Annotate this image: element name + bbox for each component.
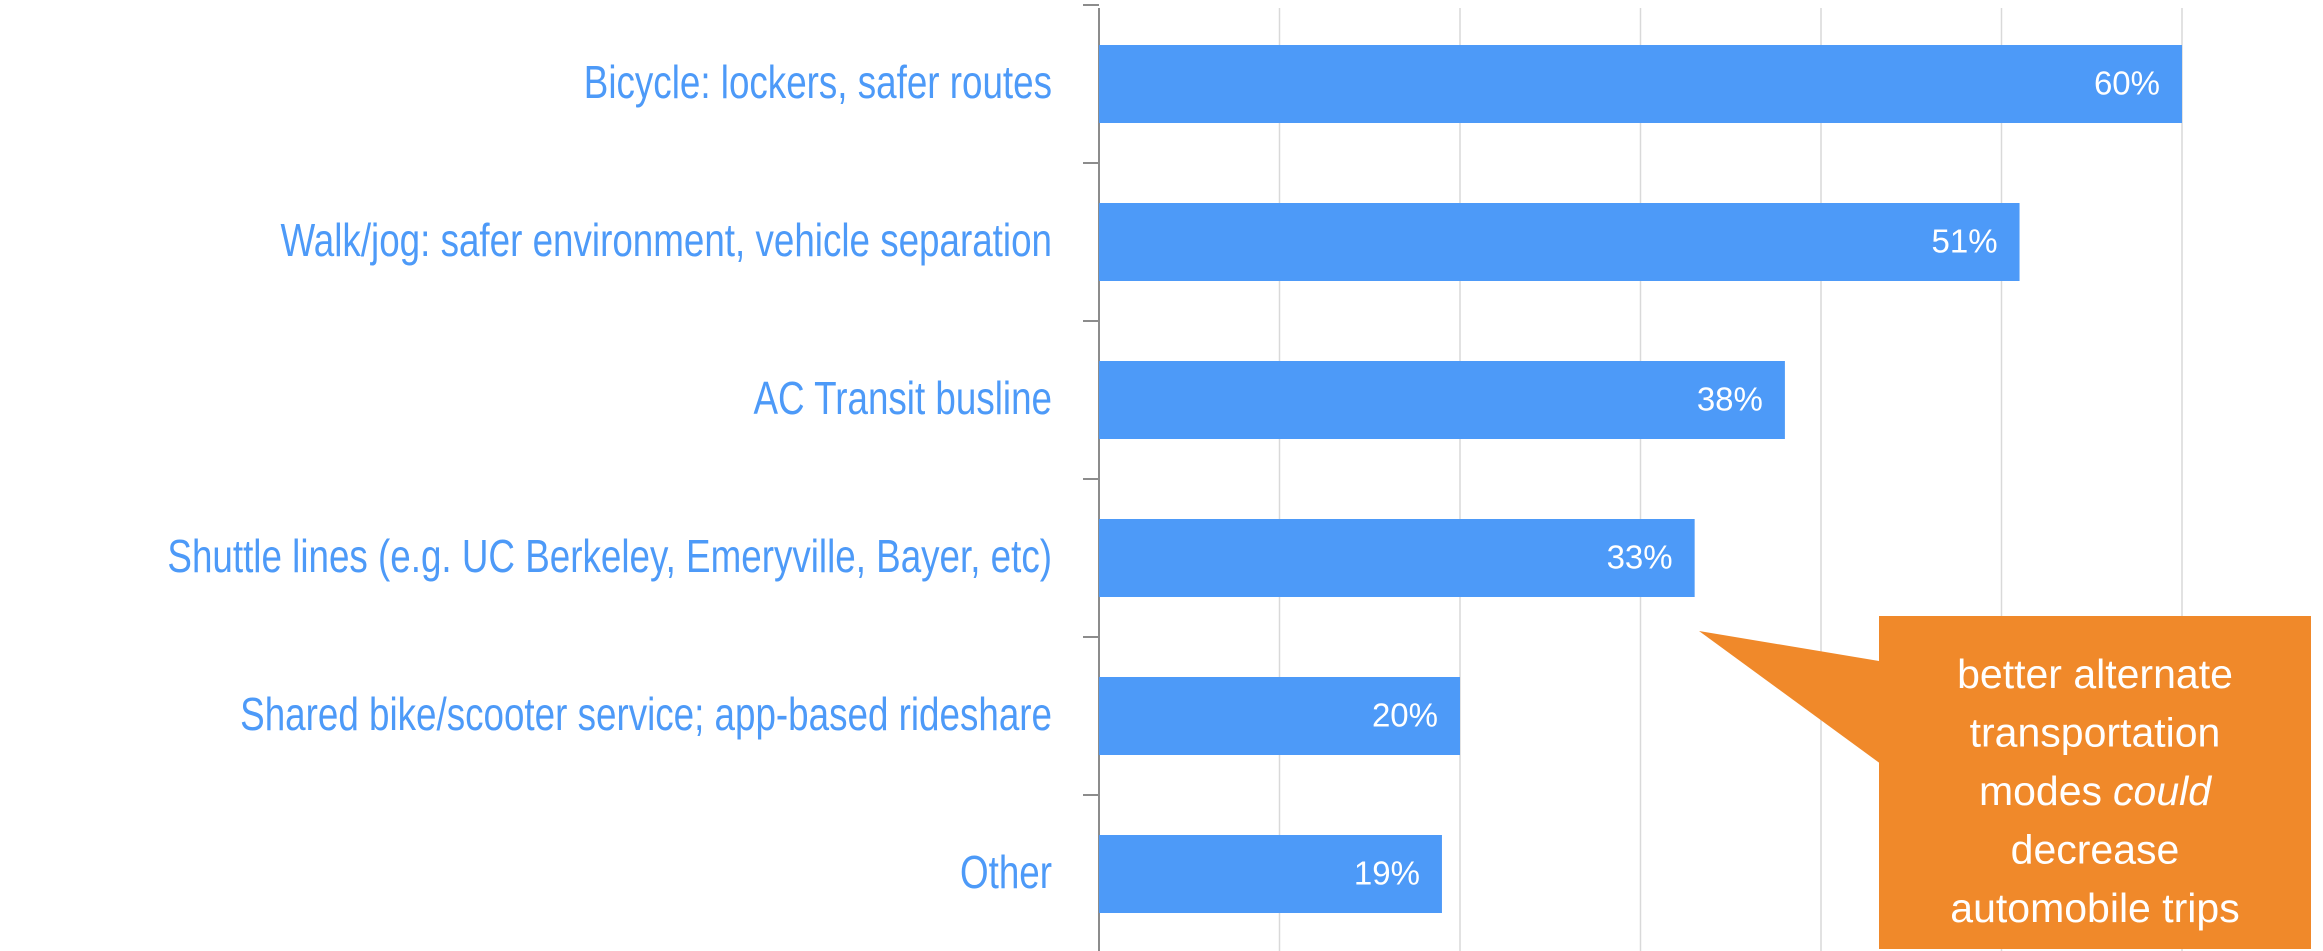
callout-text: modes could bbox=[1979, 768, 2212, 814]
category-label: Shared bike/scooter service; app-based r… bbox=[240, 688, 1052, 740]
category-label-group: Shared bike/scooter service; app-based r… bbox=[240, 688, 1052, 740]
value-label: 20% bbox=[1372, 697, 1438, 734]
category-label: Other bbox=[960, 846, 1052, 898]
category-label-group: Walk/jog: safer environment, vehicle sep… bbox=[280, 214, 1052, 266]
value-label: 60% bbox=[2094, 65, 2160, 102]
category-label: Bicycle: lockers, safer routes bbox=[584, 56, 1052, 108]
value-label: 19% bbox=[1354, 855, 1420, 892]
callout-text: transportation bbox=[1970, 709, 2221, 755]
category-label: AC Transit busline bbox=[753, 372, 1052, 424]
category-label-group: Bicycle: lockers, safer routes bbox=[584, 56, 1052, 108]
category-label: Walk/jog: safer environment, vehicle sep… bbox=[280, 214, 1052, 266]
callout-emphasis: could bbox=[2113, 768, 2212, 814]
bar bbox=[1099, 677, 1460, 755]
callout-text: better alternate bbox=[1957, 651, 2233, 697]
callout-pointer bbox=[1699, 631, 1885, 767]
callout-text: decrease bbox=[2011, 826, 2180, 872]
bar bbox=[1099, 519, 1695, 597]
bar bbox=[1099, 835, 1442, 913]
category-label: Shuttle lines (e.g. UC Berkeley, Emeryvi… bbox=[167, 530, 1052, 582]
bar bbox=[1099, 361, 1785, 439]
bar bbox=[1099, 45, 2182, 123]
value-label: 51% bbox=[1931, 223, 1997, 260]
category-label-group: Other bbox=[960, 846, 1052, 898]
value-label: 38% bbox=[1697, 381, 1763, 418]
callout-box bbox=[1879, 616, 2311, 949]
bar bbox=[1099, 203, 2020, 281]
callout-text: automobile trips bbox=[1950, 885, 2239, 931]
category-label-group: Shuttle lines (e.g. UC Berkeley, Emeryvi… bbox=[167, 530, 1052, 582]
value-label: 33% bbox=[1607, 539, 1673, 576]
category-label-group: AC Transit busline bbox=[753, 372, 1052, 424]
callout-text-part: modes bbox=[1979, 768, 2102, 814]
